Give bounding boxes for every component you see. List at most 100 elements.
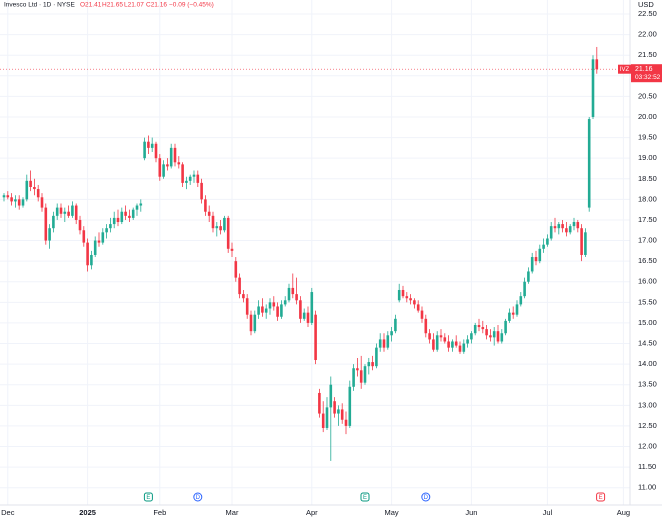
y-tick-label: 19.50 [638,133,657,142]
candle-body [481,327,485,330]
candle-body [97,240,101,243]
candle-body [192,174,196,177]
candle-body [310,292,314,323]
candle-body [424,318,428,334]
price-tag-label: 21.16 [635,66,653,73]
candle-body [124,211,127,216]
price-tag [631,64,662,83]
candle-body [29,180,32,188]
candle-body [48,228,51,241]
candle-body [33,187,36,190]
candle-body [120,211,124,223]
candle-body [538,248,542,262]
candle-body [439,335,443,338]
candle-body [90,254,93,266]
candle-body [143,141,146,159]
candle-body [405,296,409,299]
candle-body [291,287,295,295]
candle-body [519,296,523,305]
candle-body [561,224,564,229]
candle-body [591,59,595,117]
candle-body [223,217,226,231]
candle-body [6,195,10,198]
candle-body [511,312,515,315]
candle-body [257,306,260,315]
candle-body [580,228,583,255]
event-marker: D [421,492,431,502]
candle-body [272,302,276,307]
event-marker: D [193,492,203,502]
candle-body [325,407,329,428]
candle-body [534,257,538,262]
candle-body [306,312,310,323]
candle-body [409,298,412,301]
candle-body [200,182,203,200]
candle-body [302,312,306,319]
candle-body [185,180,188,183]
candle-body [375,347,378,367]
event-label: E [599,495,603,501]
candle-body [188,176,192,181]
candle-body [435,335,439,350]
candle-body [394,318,397,332]
y-tick-label: 17.50 [638,215,657,224]
candle-body [477,324,481,328]
x-tick-label: Jun [465,508,477,517]
candle-body [158,158,162,177]
candle-body [25,180,29,200]
candle-body [17,199,21,206]
candle-body [549,226,553,239]
candle-body [340,409,344,420]
y-tick-label: 17.00 [638,236,657,245]
candle-body [363,366,367,383]
candle-body [101,232,105,243]
event-marker: E [360,492,370,502]
candle-body [496,331,500,342]
candle-body [523,281,526,297]
candle-body [71,205,74,216]
countdown-label: 03:32:52 [635,74,661,81]
candle-body [63,211,67,214]
candle-body [230,248,234,251]
candle-body [470,333,473,340]
candle-body [466,339,469,344]
candle-body [557,224,561,229]
candle-body [428,333,431,340]
candle-body [86,242,89,266]
candle-body [371,362,374,367]
candle-body [489,335,492,338]
event-badge [421,492,431,502]
candle-body [416,304,420,311]
candle-body [333,401,336,414]
candle-body [181,164,184,183]
symbol-tag-label: IVZ [620,67,630,73]
y-tick-label: 20.50 [638,91,657,100]
candle-body [135,205,139,210]
candle-body [268,302,272,309]
candle-body [352,368,355,387]
candle-body [485,329,488,336]
candle-body [253,314,257,332]
candle-body [314,314,317,361]
header: Invesco Ltd · 1D · NYSE O21.41 H21.65 L2… [4,2,214,9]
candle-body [492,331,496,338]
candle-body [390,331,393,336]
candle-body [93,240,97,255]
candle-body [150,143,154,148]
candle-body [2,195,6,198]
candle-body [454,341,458,346]
y-tick-label: 14.00 [638,359,657,368]
close-label: C21.16 [146,2,167,9]
candle-body [382,339,386,348]
candle-body [565,228,568,233]
open-label: O21.41 [80,2,102,9]
x-tick-label: Mar [226,508,239,517]
candle-body [447,341,450,348]
candle-body [344,419,348,426]
candle-body [264,308,268,313]
y-tick-label: 22.50 [638,9,657,18]
candle-body [276,306,279,317]
y-tick-label: 19.00 [638,153,657,162]
